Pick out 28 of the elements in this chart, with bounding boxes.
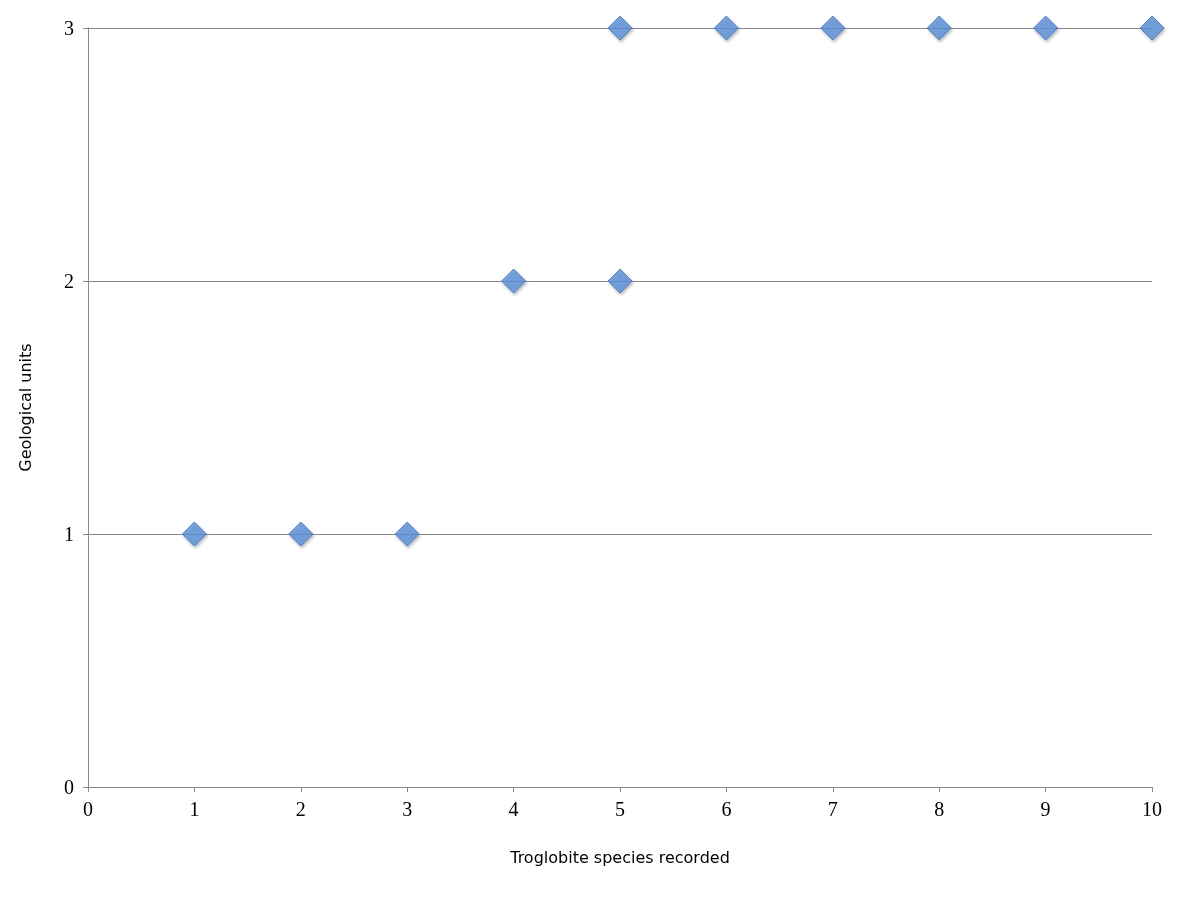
x-tick-label: 3: [402, 798, 413, 820]
y-tick-label: 1: [64, 523, 74, 545]
x-tick-label: 1: [189, 798, 200, 820]
x-tick-label: 8: [934, 798, 945, 820]
y-axis-title: Geological units: [15, 343, 35, 472]
y-tick-label: 0: [64, 776, 74, 798]
x-tick-label: 7: [827, 798, 838, 820]
x-tick-label: 10: [1142, 798, 1162, 820]
x-tick-label: 5: [615, 798, 625, 820]
point: [1033, 15, 1059, 41]
point: [713, 15, 739, 41]
x-tick-label: 4: [508, 798, 519, 820]
x-tick-label: 0: [83, 798, 93, 820]
x-tick-label: 6: [721, 798, 732, 820]
y-tick-label: 2: [64, 270, 74, 292]
x-tick-label: 2: [295, 798, 306, 820]
x-tick-label: 9: [1040, 798, 1051, 820]
point: [288, 521, 314, 547]
point: [607, 268, 633, 294]
point: [181, 521, 207, 547]
y-tick-label: 3: [64, 17, 74, 39]
x-axis-title: Troglobite species recorded: [509, 847, 730, 867]
point: [926, 15, 952, 41]
point: [820, 15, 846, 41]
point: [1139, 15, 1165, 41]
point: [501, 268, 527, 294]
point: [394, 521, 420, 547]
point: [607, 15, 633, 41]
